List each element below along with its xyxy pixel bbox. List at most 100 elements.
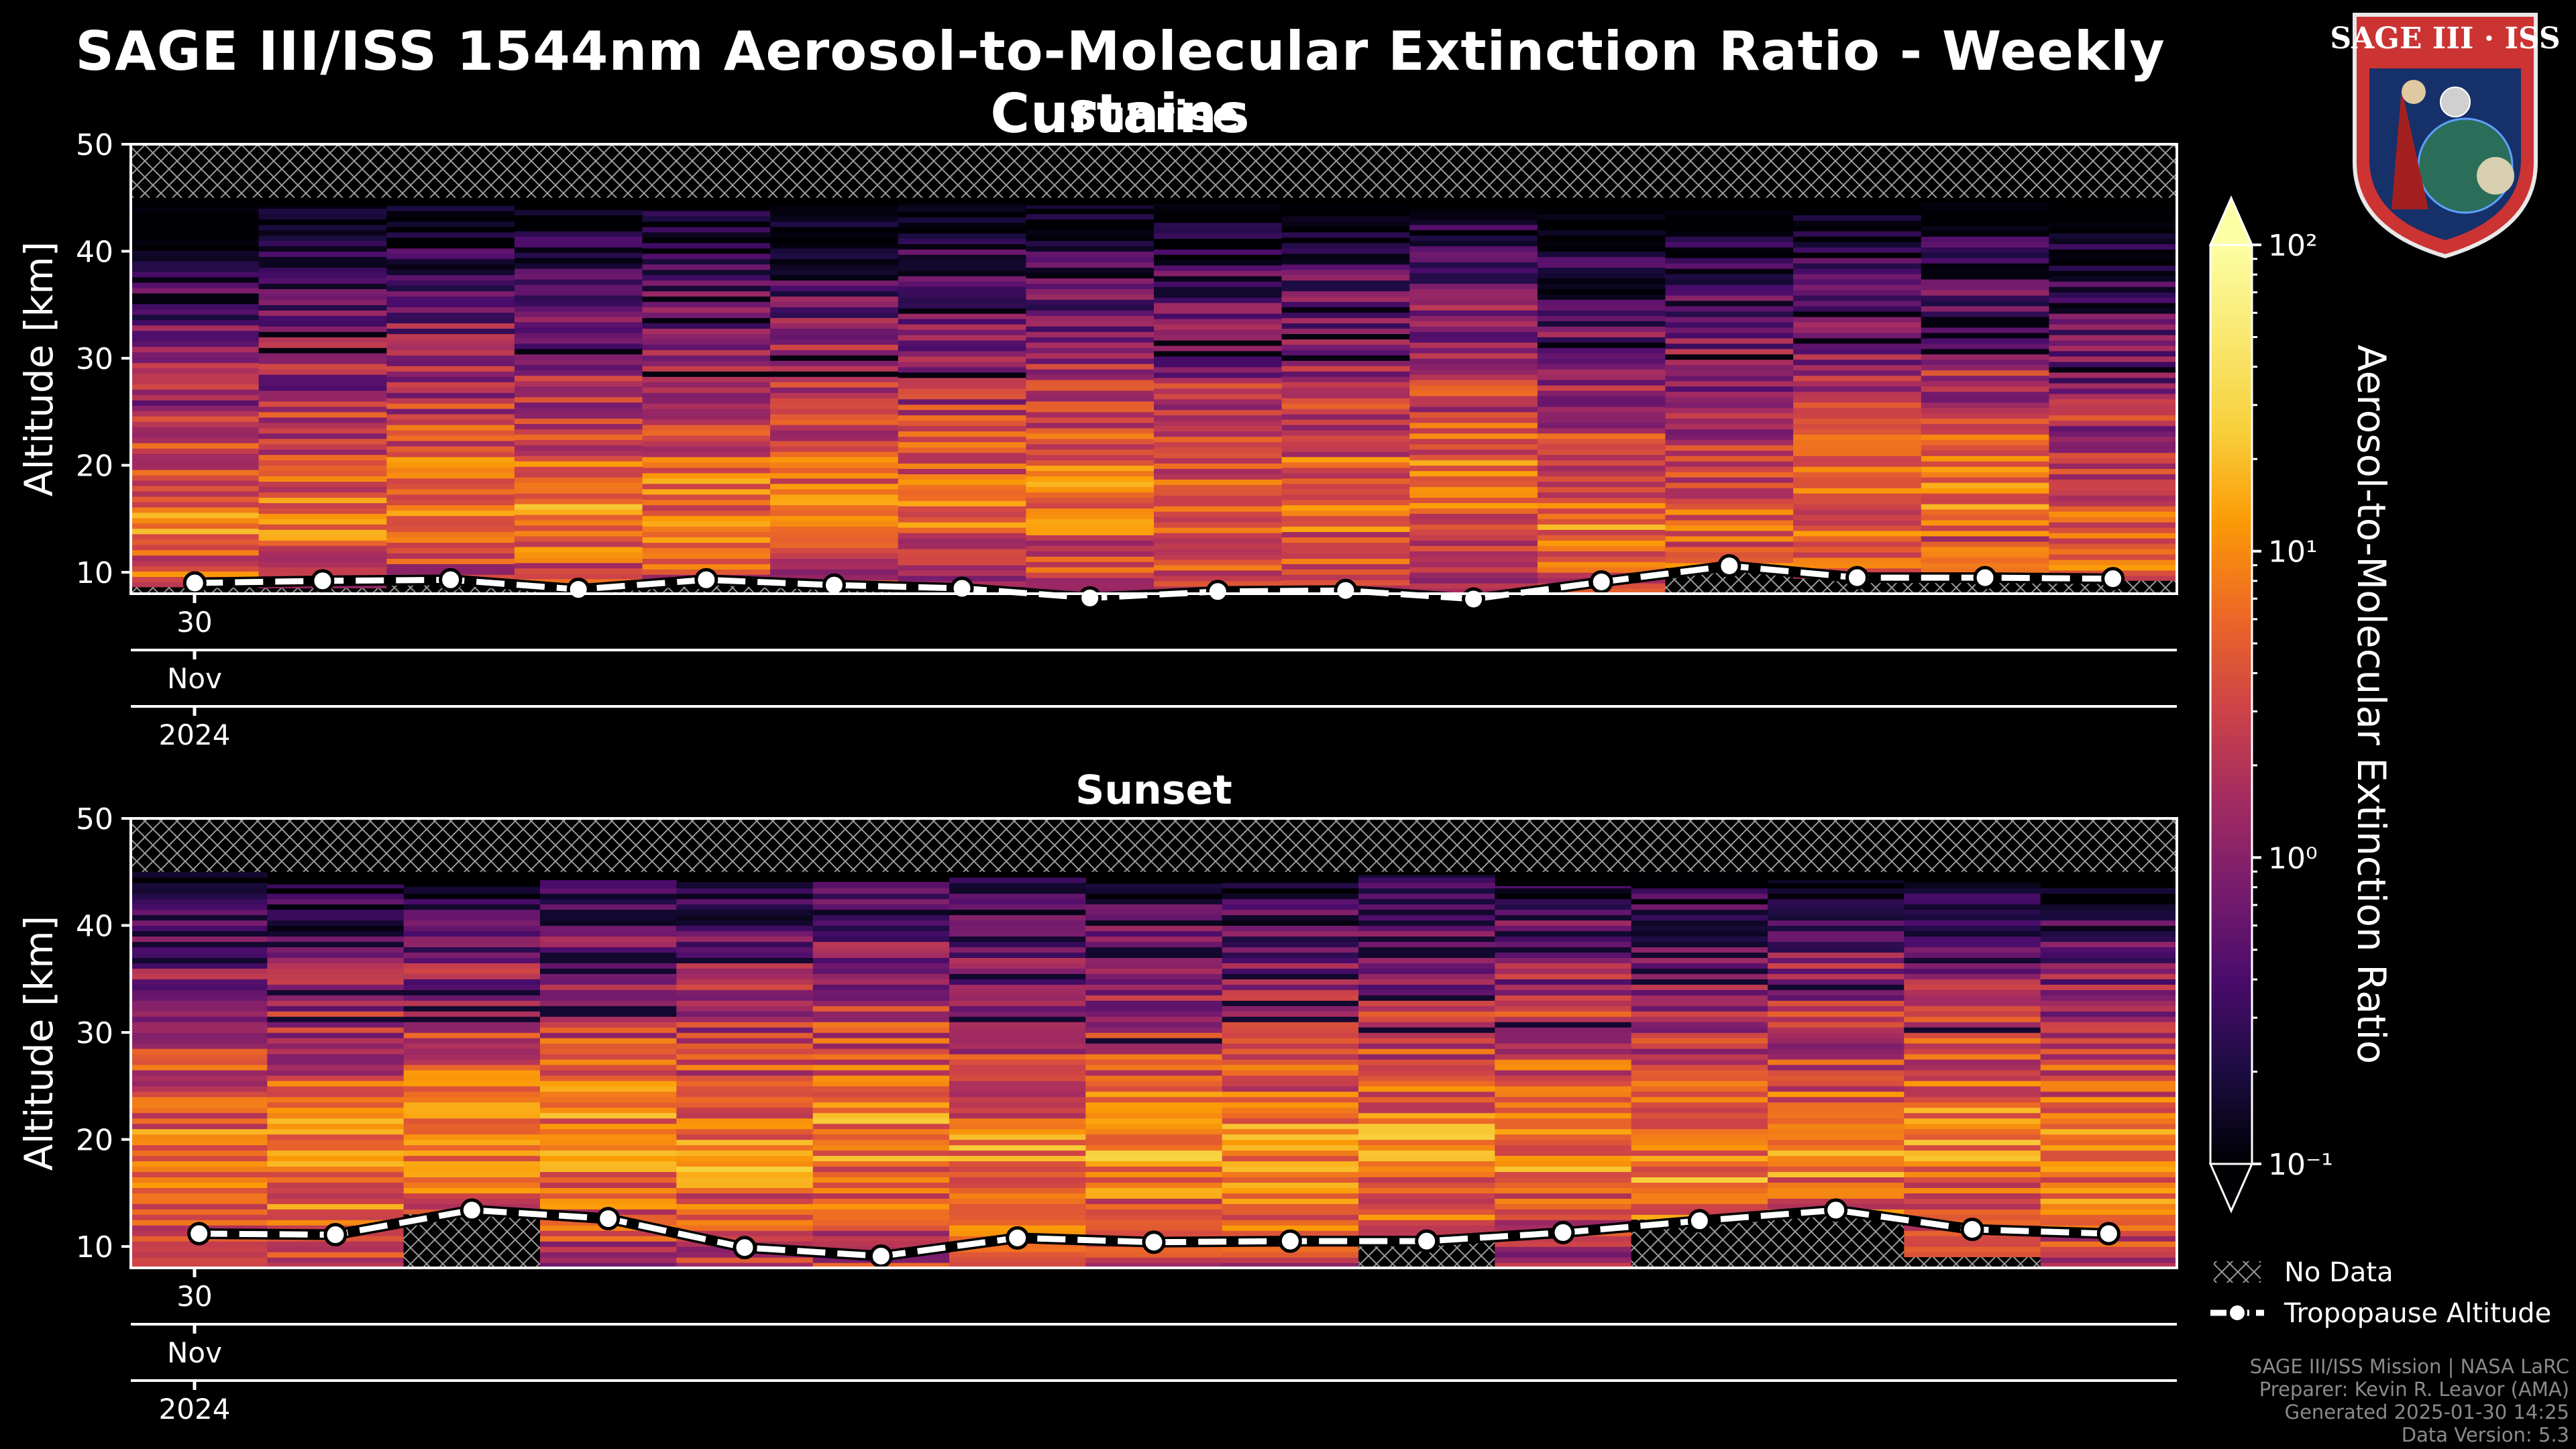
week-column	[1631, 875, 1768, 1220]
no-data-region-bottom	[1904, 1257, 2041, 1268]
panel-title: Sunset	[1075, 767, 1232, 814]
colorbar-max-arrow	[2208, 195, 2254, 246]
week-column	[1768, 880, 1904, 1215]
y-tick-label: 20	[76, 449, 113, 484]
legend-tropopause-label: Tropopause Altitude	[2284, 1298, 2551, 1329]
week-column	[1154, 204, 1283, 592]
tropopause-marker	[596, 1207, 621, 1231]
tropopause-marker	[1973, 566, 1997, 590]
x-tick-label-year: 2024	[159, 1393, 231, 1426]
tropopause-marker	[1845, 566, 1869, 590]
tropopause-marker	[1415, 1229, 1439, 1253]
x-tick-label-day: 30	[176, 606, 212, 639]
y-tick-label: 30	[76, 342, 113, 376]
tropopause-marker	[2096, 1222, 2121, 1246]
week-column	[1281, 204, 1410, 591]
tropopause-marker	[323, 1223, 347, 1247]
week-column	[1026, 205, 1155, 594]
tropopause-marker	[2101, 567, 2125, 591]
panel-sunset: 10 20 30 40 50 Altitude [km] Sunset 30 Nov 2024	[16, 767, 2178, 1426]
colorbar-tick-label: 10⁰	[2268, 841, 2318, 875]
week-column	[386, 205, 515, 580]
colorbar-label: Aerosol-to-Molecular Extinction Ratio	[2349, 345, 2394, 1064]
colorbar-tick-label: 10²	[2268, 229, 2318, 263]
footer-mission: SAGE III/ISS Mission | NASA LaRC	[2249, 1355, 2569, 1378]
week-column	[131, 872, 268, 1269]
colorbar-min-arrow	[2208, 1163, 2254, 1214]
x-tick-label-day: 30	[176, 1280, 212, 1313]
tropopause-marker	[1551, 1220, 1575, 1244]
week-column	[1495, 885, 1632, 1269]
tropopause-marker	[822, 573, 846, 597]
panel-sunrise: 10 20 30 40 50 Altitude [km] Sunrise 30 Nov 2024	[16, 93, 2178, 751]
tropopause-marker	[439, 568, 463, 592]
tropopause-marker	[1278, 1229, 1302, 1253]
week-column	[1537, 209, 1666, 594]
week-column	[514, 206, 643, 590]
week-column	[2049, 206, 2178, 582]
tropopause-marker	[1142, 1230, 1166, 1254]
week-column	[2040, 888, 2178, 1269]
week-column	[812, 881, 950, 1269]
plot-frame	[129, 143, 2178, 595]
week-column	[1085, 883, 1223, 1269]
footer-preparer: Preparer: Kevin R. Leavor (AMA)	[2259, 1378, 2569, 1401]
logo-text: SAGE III · ISS	[2330, 21, 2560, 56]
tropopause-marker	[1205, 580, 1230, 604]
tropopause-marker	[694, 568, 718, 592]
week-column	[1793, 209, 1922, 580]
plot-frame	[129, 817, 2178, 1269]
colorbar: 10⁻¹ 10⁰ 10¹ 10² Aerosol-to-Molecular Extinc…	[2208, 195, 2394, 1214]
legend-no-data-swatch	[2214, 1261, 2261, 1283]
panel-title: Sunrise	[1068, 93, 1239, 140]
week-column	[1921, 203, 2049, 580]
legend-tropopause-marker	[2227, 1303, 2247, 1323]
tropopause-marker	[733, 1236, 757, 1260]
tropopause-marker	[1078, 586, 1102, 610]
legend-no-data-label: No Data	[2284, 1257, 2394, 1288]
week-column	[949, 877, 1086, 1269]
tropopause-marker	[460, 1198, 484, 1222]
y-tick-label: 30	[76, 1016, 113, 1051]
no-data-region-bottom	[1768, 1214, 1904, 1268]
y-tick-label: 40	[76, 235, 113, 270]
footer-version: Data Version: 5.3	[2401, 1424, 2569, 1446]
week-column	[403, 886, 541, 1215]
tropopause-marker	[1824, 1198, 1848, 1222]
footer: SAGE III/ISS Mission | NASA LaRC Prepare…	[2250, 1355, 2569, 1446]
y-tick-label: 10	[76, 556, 113, 590]
chart-title: SAGE III/ISS 1544nm Aerosol-to-Molecular…	[75, 20, 2165, 145]
tropopause-marker	[1589, 570, 1613, 594]
tropopause-marker	[1960, 1218, 1984, 1242]
x-tick-label-month: Nov	[167, 1336, 222, 1369]
tropopause-marker	[1687, 1209, 1711, 1233]
week-column	[770, 204, 899, 586]
y-axis-label: Altitude [km]	[16, 241, 62, 496]
week-column	[1904, 882, 2041, 1258]
footer-generated: Generated 2025-01-30 14:25	[2284, 1401, 2569, 1424]
no-data-region-top	[131, 144, 2177, 198]
y-tick-label: 50	[76, 802, 113, 837]
colorbar-gradient	[2209, 244, 2253, 1165]
y-tick-label: 50	[76, 128, 113, 162]
colorbar-tick-label: 10¹	[2268, 535, 2318, 570]
y-tick-label: 40	[76, 910, 113, 944]
sage-mission-logo: SAGE III · ISS	[2330, 13, 2561, 259]
week-column	[1409, 209, 1538, 594]
y-axis-label: Altitude [km]	[16, 916, 62, 1171]
x-tick-label-year: 2024	[159, 718, 231, 751]
tropopause-marker	[869, 1244, 893, 1268]
x-tick-label-month: Nov	[167, 662, 222, 695]
tropopause-marker	[1006, 1226, 1030, 1250]
tropopause-marker	[1717, 554, 1741, 578]
week-column	[1665, 210, 1794, 569]
legend: No Data Tropopause Altitude	[2210, 1257, 2551, 1329]
no-data-region-top	[131, 818, 2177, 872]
tropopause-marker	[566, 578, 590, 602]
tropopause-marker	[182, 571, 207, 595]
tropopause-marker	[1462, 587, 1486, 611]
tropopause-marker	[950, 576, 974, 600]
y-tick-label: 10	[76, 1230, 113, 1265]
week-column	[676, 882, 814, 1269]
